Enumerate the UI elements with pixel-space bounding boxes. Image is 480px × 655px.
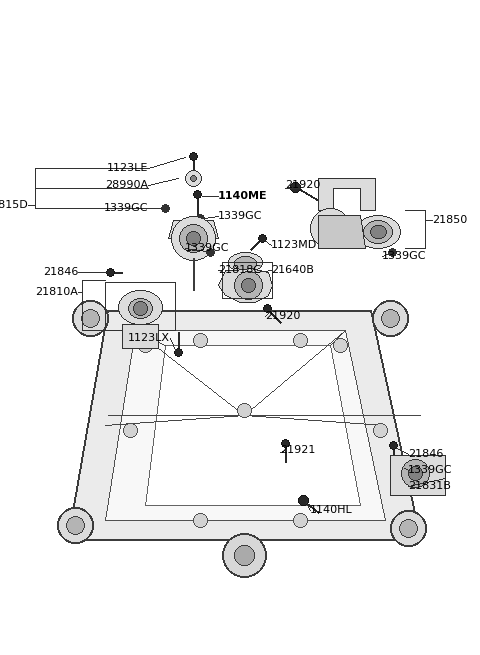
Text: 21846: 21846: [408, 449, 444, 459]
Text: 1140ME: 1140ME: [218, 191, 268, 201]
Text: 1339GC: 1339GC: [408, 465, 453, 475]
Text: 1140HL: 1140HL: [310, 505, 353, 515]
Text: 1123MD: 1123MD: [271, 240, 317, 250]
Text: 21921: 21921: [280, 445, 315, 455]
Text: 21831B: 21831B: [408, 481, 451, 491]
Text: 21920: 21920: [285, 180, 320, 190]
Text: 1339GC: 1339GC: [104, 203, 148, 213]
Text: 21810A: 21810A: [35, 287, 78, 297]
Text: 21846: 21846: [43, 267, 78, 277]
Text: 21815D: 21815D: [0, 200, 28, 210]
Text: 21920: 21920: [265, 311, 300, 321]
Text: 21640B: 21640B: [271, 265, 314, 275]
Text: 21818C: 21818C: [218, 265, 261, 275]
Text: 21850: 21850: [432, 215, 467, 225]
Text: 1339GC: 1339GC: [218, 211, 263, 221]
Text: 1123LX: 1123LX: [128, 333, 170, 343]
Text: 1123LE: 1123LE: [107, 163, 148, 173]
Text: 1339GC: 1339GC: [185, 243, 229, 253]
Text: 28990A: 28990A: [105, 180, 148, 190]
Text: 1339GC: 1339GC: [382, 251, 427, 261]
